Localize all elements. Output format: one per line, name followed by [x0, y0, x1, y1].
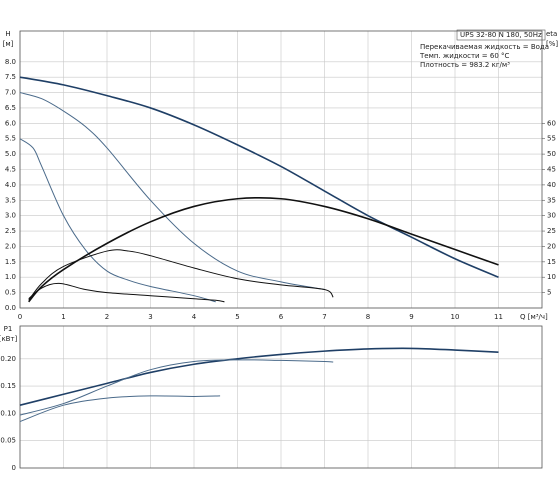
y-tick-label: 0.15 [0, 382, 16, 390]
plot-frame [19, 30, 543, 309]
x-tick-label: 7 [322, 313, 326, 321]
x-tick-label: 9 [409, 313, 413, 321]
y2-tick-label: 30 [547, 212, 556, 220]
y2-tick-label: 20 [547, 242, 556, 250]
x-tick-label: 2 [105, 313, 109, 321]
curve [19, 347, 499, 406]
y-tick-label: 0.0 [5, 304, 16, 312]
y-tick-label: 6.5 [5, 104, 16, 112]
x-tick-label: 10 [451, 313, 460, 321]
y2-axis-label: [%] [546, 40, 558, 48]
annotation: Плотность = 983.2 кг/м³ [420, 61, 510, 69]
y-tick-label: 8.0 [5, 58, 16, 66]
y-tick-label: 3.5 [5, 196, 16, 204]
y-tick-label: 2.0 [5, 242, 16, 250]
y-tick-label: 4.0 [5, 181, 16, 189]
x-tick-label: 3 [148, 313, 152, 321]
x-tick-label: 1 [61, 313, 65, 321]
y2-tick-label: 35 [547, 196, 556, 204]
x-tick-label: 8 [366, 313, 370, 321]
curve [19, 359, 334, 416]
y-tick-label: 3.0 [5, 212, 16, 220]
y-axis-label: [м] [3, 40, 14, 48]
curve [28, 249, 334, 301]
x-tick-label: 0 [18, 313, 22, 321]
x-tick-label: 6 [279, 313, 284, 321]
curve [19, 92, 325, 291]
curve [19, 76, 499, 278]
y-axis-label: P1 [4, 325, 13, 333]
y-tick-label: 6.0 [5, 119, 16, 127]
annotation: Перекачиваемая жидкость = Вода [420, 43, 549, 51]
y2-tick-label: 15 [547, 258, 556, 266]
y-tick-label: 1.5 [5, 258, 16, 266]
y2-tick-label: 50 [547, 150, 556, 158]
y2-tick-label: 5 [547, 289, 551, 297]
y-axis-label: H [5, 30, 10, 38]
curve [19, 395, 221, 423]
curve [28, 282, 225, 303]
x-tick-label: 11 [494, 313, 503, 321]
y-tick-label: 0.20 [0, 355, 16, 363]
y-tick-label: 0.05 [0, 437, 16, 445]
y2-tick-label: 25 [547, 227, 556, 235]
y-tick-label: 4.5 [5, 166, 16, 174]
y2-tick-label: 40 [547, 181, 556, 189]
y2-tick-label: 55 [547, 135, 556, 143]
y-tick-label: 5.5 [5, 135, 16, 143]
x-axis-label: Q [м³/ч] [520, 313, 548, 321]
y2-tick-label: 60 [547, 119, 556, 127]
y2-axis-label: eta [546, 30, 557, 38]
x-tick-label: 4 [192, 313, 197, 321]
y-tick-label: 0.5 [5, 289, 16, 297]
curve [28, 196, 499, 303]
y-tick-label: 1.0 [5, 273, 16, 281]
y2-tick-label: 45 [547, 166, 556, 174]
chart-title: UPS 32-80 N 180, 50Hz [460, 31, 542, 39]
y-tick-label: 7.5 [5, 73, 16, 81]
annotation: Темп. жидкости = 60 °C [419, 52, 510, 60]
y-tick-label: 0 [12, 464, 16, 472]
plot-frame [19, 325, 543, 469]
y-tick-label: 5.0 [5, 150, 16, 158]
title-box [456, 29, 546, 41]
y-tick-label: 0.10 [0, 409, 16, 417]
curve [19, 138, 216, 303]
y-tick-label: 7.0 [5, 89, 16, 97]
y-axis-label: [кВт] [0, 335, 18, 343]
y2-tick-label: 10 [547, 273, 556, 281]
x-tick-label: 5 [235, 313, 239, 321]
y-tick-label: 2.5 [5, 227, 16, 235]
